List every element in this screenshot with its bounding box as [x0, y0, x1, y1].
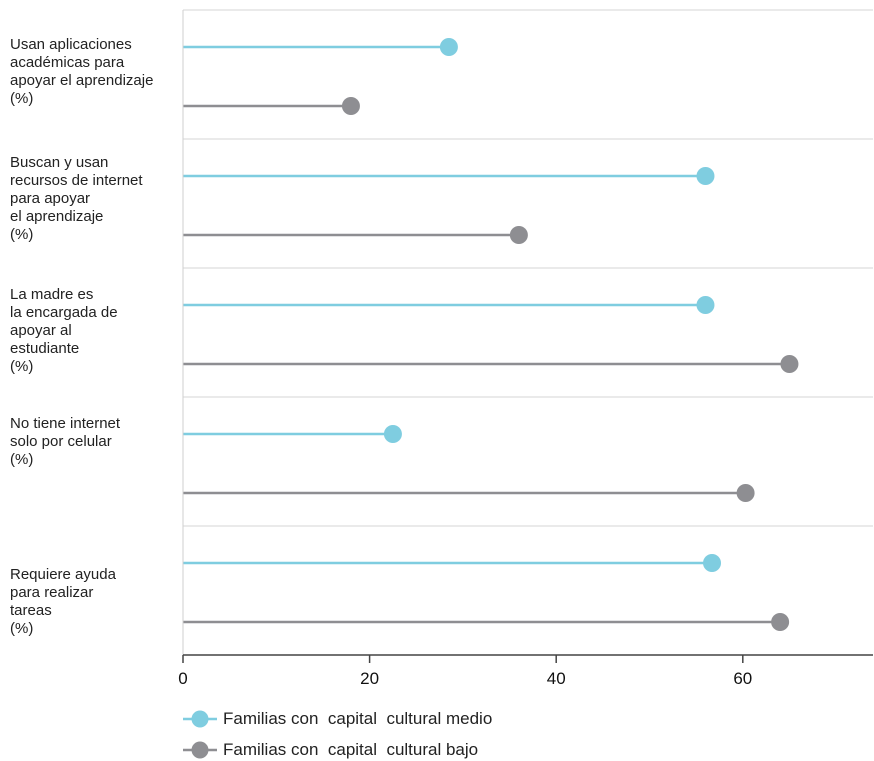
- lollipop-dot: [509, 226, 528, 244]
- category-label: Requiere ayuda para realizar tareas (%): [10, 566, 116, 637]
- category-label: Usan aplicaciones académicas para apoyar…: [10, 36, 154, 107]
- lollipop-dot: [703, 554, 722, 572]
- legend-swatch-medio: [183, 710, 217, 728]
- lollipop-dot: [696, 296, 715, 314]
- x-tick-label: 60: [733, 669, 752, 688]
- legend-label-bajo: Familias con capital cultural bajo: [223, 740, 479, 759]
- lollipop-dot: [780, 355, 799, 373]
- x-tick-label: 0: [178, 669, 187, 688]
- lollipop-dots: [341, 38, 799, 631]
- lollipop-dot: [439, 38, 458, 56]
- lollipop-dot: [383, 425, 402, 443]
- legend-swatch-bajo: [183, 741, 217, 759]
- legend-label-medio: Familias con capital cultural medio: [223, 709, 493, 728]
- legend-item-medio: Familias con capital cultural medio: [183, 708, 492, 730]
- x-axis-ticks: 0 20 40 60: [178, 655, 752, 688]
- lollipop-dot: [696, 167, 715, 185]
- x-tick-label: 20: [360, 669, 379, 688]
- lollipop-dot: [771, 613, 790, 631]
- category-label: No tiene internet solo por celular (%): [10, 415, 121, 468]
- category-label: La madre es la encargada de apoyar al es…: [10, 286, 118, 375]
- category-separators: [183, 9, 873, 527]
- category-label: Buscan y usan recursos de internet para …: [10, 154, 143, 243]
- lollipop-stems: [183, 45, 790, 624]
- legend-item-bajo: Familias con capital cultural bajo: [183, 739, 478, 761]
- x-tick-label: 40: [547, 669, 566, 688]
- lollipop-dot: [341, 97, 360, 115]
- lollipop-dot: [736, 484, 755, 502]
